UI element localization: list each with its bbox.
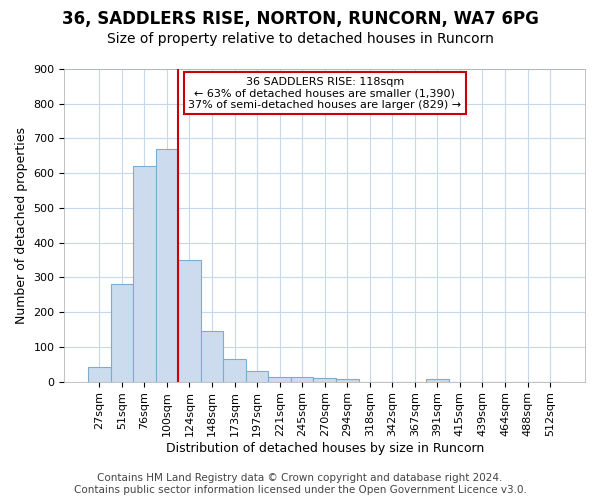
Bar (426, 379, 449, 382)
Bar (155, 149, 178, 382)
Bar (291, 378, 313, 382)
Bar (223, 359, 246, 382)
Text: 36, SADDLERS RISE, NORTON, RUNCORN, WA7 6PG: 36, SADDLERS RISE, NORTON, RUNCORN, WA7 … (62, 10, 538, 28)
Text: Size of property relative to detached houses in Runcorn: Size of property relative to detached ho… (107, 32, 493, 46)
Y-axis label: Number of detached properties: Number of detached properties (15, 127, 28, 324)
Text: 36 SADDLERS RISE: 118sqm
← 63% of detached houses are smaller (1,390)
37% of sem: 36 SADDLERS RISE: 118sqm ← 63% of detach… (188, 77, 461, 110)
Bar (246, 371, 268, 382)
Bar (268, 378, 291, 382)
Text: Contains HM Land Registry data © Crown copyright and database right 2024.
Contai: Contains HM Land Registry data © Crown c… (74, 474, 526, 495)
Bar (110, 284, 133, 382)
X-axis label: Distribution of detached houses by size in Runcorn: Distribution of detached houses by size … (166, 442, 484, 455)
Bar (201, 331, 223, 382)
Bar (313, 378, 336, 382)
Bar (178, 260, 201, 382)
Bar (336, 379, 359, 382)
Bar (133, 166, 155, 382)
Bar (88, 367, 110, 382)
